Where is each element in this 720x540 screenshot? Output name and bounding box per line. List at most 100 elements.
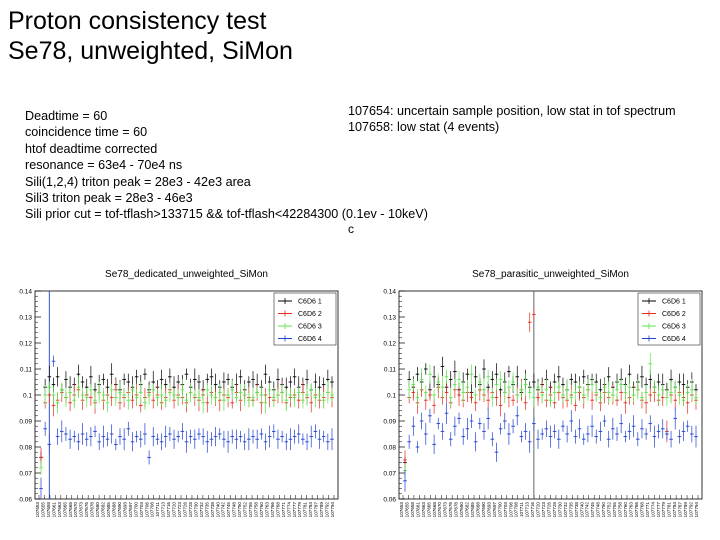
x-tick-label: 107682 <box>465 502 470 518</box>
data-point <box>490 387 495 408</box>
data-point <box>151 426 156 447</box>
data-point <box>432 365 436 388</box>
data-point <box>619 413 623 434</box>
x-tick-label: 107784 <box>308 502 313 518</box>
y-tick-label: 0.07 <box>383 471 396 478</box>
data-point <box>242 433 247 451</box>
legend-box <box>273 292 337 346</box>
data-point <box>226 387 230 403</box>
x-tick-label: 107665 <box>426 502 431 518</box>
data-point <box>419 412 424 430</box>
data-point <box>631 387 636 403</box>
data-point <box>330 387 334 403</box>
data-point <box>238 369 243 384</box>
x-tick-label: 107708 <box>150 502 155 518</box>
x-tick-label: 107728 <box>552 502 557 518</box>
data-point <box>536 381 540 393</box>
data-point <box>407 434 411 449</box>
data-point <box>690 378 694 401</box>
data-point <box>55 391 60 414</box>
x-tick-label: 107787 <box>678 502 683 518</box>
data-point <box>238 430 243 443</box>
data-point <box>494 378 499 391</box>
data-point <box>469 364 474 384</box>
data-point <box>660 419 665 439</box>
data-point <box>631 415 636 438</box>
x-tick-label: 107740 <box>579 502 584 518</box>
data-point <box>507 380 511 395</box>
data-point <box>313 387 318 408</box>
data-point <box>76 433 81 451</box>
data-point <box>640 365 644 388</box>
data-point <box>498 394 503 417</box>
data-point <box>594 382 599 403</box>
data-point <box>151 384 156 396</box>
x-tick-label: 107668 <box>68 502 73 518</box>
data-point <box>548 393 553 408</box>
data-point <box>594 429 599 444</box>
data-point <box>288 376 293 388</box>
data-point <box>552 424 557 439</box>
x-tick-label: 107745 <box>590 502 595 518</box>
data-point <box>436 417 441 430</box>
parasitic-chart: Se78_parasitic_unweighted_SiMon 0.06 0.07 0… <box>383 269 703 518</box>
note-line: Sili prior cut = tof-tflash>133715 && to… <box>25 207 428 222</box>
data-point <box>598 421 603 442</box>
x-tick-label: 107713 <box>525 502 530 518</box>
data-point <box>313 424 318 439</box>
x-tick-label: 107742 <box>585 502 590 518</box>
data-point <box>126 421 131 436</box>
data-point <box>681 421 686 442</box>
data-point <box>494 389 499 406</box>
data-point <box>168 426 172 442</box>
x-tick-label: 107748 <box>232 502 237 518</box>
data-point <box>193 389 197 401</box>
data-point <box>423 363 428 375</box>
data-point <box>184 368 189 380</box>
x-tick-label: 107723 <box>541 502 546 518</box>
data-point <box>134 369 139 384</box>
x-tick-label: 107680 <box>95 502 100 518</box>
data-point <box>143 395 147 410</box>
data-point <box>39 477 43 500</box>
data-point <box>259 428 264 440</box>
data-point <box>143 423 147 445</box>
data-point <box>557 381 561 393</box>
data-point <box>296 424 301 444</box>
x-tick-label: 107732 <box>199 502 204 518</box>
data-point <box>180 378 185 401</box>
data-point <box>126 390 131 410</box>
x-tick-label: 107711 <box>155 502 160 517</box>
data-point <box>122 373 126 386</box>
data-point <box>436 373 441 391</box>
data-point <box>118 428 122 445</box>
data-point <box>415 441 420 453</box>
data-point <box>72 391 77 409</box>
data-point <box>665 428 669 440</box>
data-point <box>660 384 665 396</box>
data-point <box>590 415 594 438</box>
data-point <box>453 416 457 436</box>
x-tick-label: 107713 <box>161 502 166 518</box>
data-point <box>536 429 540 449</box>
legend-label: C6D6 3 <box>298 324 322 331</box>
data-point <box>694 425 698 448</box>
x-tick-label: 107653 <box>35 502 40 518</box>
x-tick-label: 107738 <box>210 502 215 518</box>
data-point <box>565 425 569 443</box>
data-point <box>419 368 424 391</box>
data-point <box>209 385 214 405</box>
x-tick-label: 107779 <box>661 502 666 518</box>
data-point <box>55 428 60 445</box>
data-point <box>694 390 698 405</box>
data-point <box>511 419 515 434</box>
data-point <box>540 428 544 440</box>
data-point <box>540 386 544 404</box>
data-point <box>247 428 251 451</box>
x-tick-label: 107682 <box>101 502 106 518</box>
data-point <box>569 390 574 405</box>
x-tick-label: 107760 <box>623 502 628 518</box>
data-point <box>640 419 644 439</box>
data-point <box>284 389 289 412</box>
stray-character: c <box>348 222 354 236</box>
